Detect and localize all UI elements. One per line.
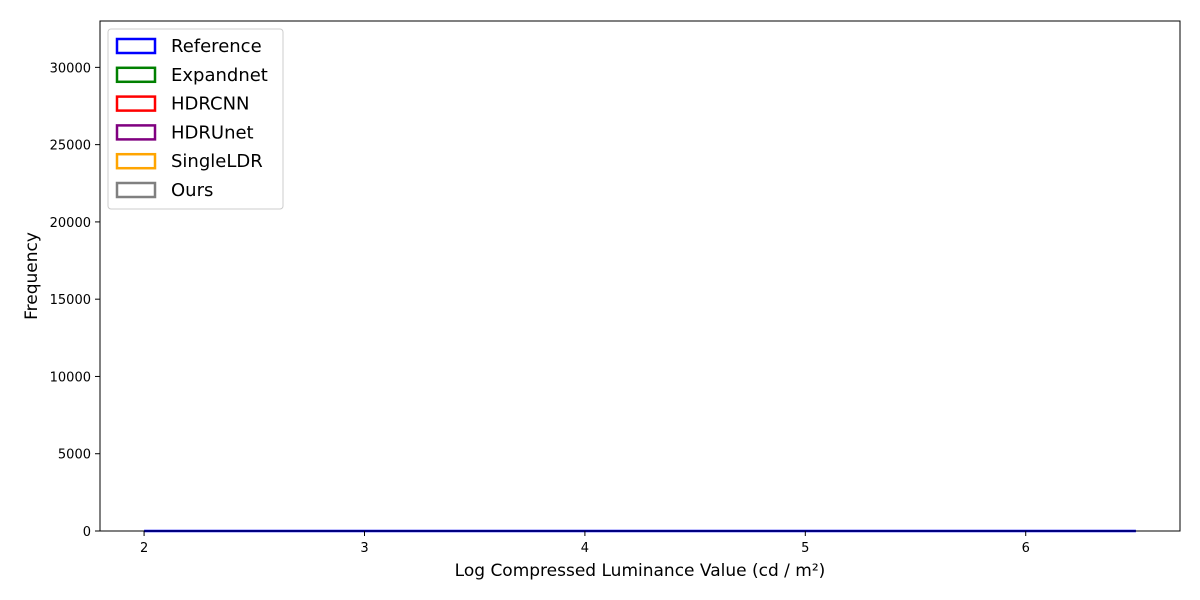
legend-swatch-singleldr xyxy=(115,152,157,170)
legend-swatch-ours xyxy=(115,181,157,199)
legend-label-expandnet: Expandnet xyxy=(171,65,268,86)
x-tick-label: 3 xyxy=(360,541,368,556)
y-tick-label: 0 xyxy=(83,525,91,540)
legend-label-hdrunet: HDRUnet xyxy=(171,122,254,143)
x-tick-label: 6 xyxy=(1022,541,1030,556)
y-tick-label: 15000 xyxy=(50,293,91,308)
legend: Reference Expandnet HDRCNN HDRUnet SingleLDR… xyxy=(107,28,284,210)
legend-label-ours: Ours xyxy=(171,180,213,201)
legend-label-singleldr: SingleLDR xyxy=(171,151,263,172)
legend-box xyxy=(107,28,284,210)
legend-swatch-hdrunet xyxy=(115,124,157,141)
legend-swatch-expandnet xyxy=(115,66,157,84)
y-tick-label: 30000 xyxy=(50,61,91,76)
x-tick-label: 5 xyxy=(801,541,809,556)
legend-swatch-hdrcnn xyxy=(115,95,157,112)
legend-label-hdrcnn: HDRCNN xyxy=(171,94,250,115)
x-tick-label: 2 xyxy=(140,541,148,556)
y-tick-label: 5000 xyxy=(58,448,91,463)
x-axis: 2 3 4 5 6 xyxy=(140,531,1030,556)
y-tick-label: 25000 xyxy=(50,139,91,154)
y-axis: 0 5000 10000 15000 20000 25000 30000 xyxy=(50,61,100,540)
x-axis-title: Log Compressed Luminance Value (cd / m²) xyxy=(455,561,826,581)
y-tick-label: 20000 xyxy=(50,216,91,231)
plot-frame xyxy=(99,20,1181,532)
x-tick-label: 4 xyxy=(581,541,589,556)
legend-swatch-reference xyxy=(115,37,157,55)
legend-label-reference: Reference xyxy=(171,36,262,57)
y-axis-title: Frequency xyxy=(22,232,42,320)
y-tick-label: 10000 xyxy=(50,370,91,385)
